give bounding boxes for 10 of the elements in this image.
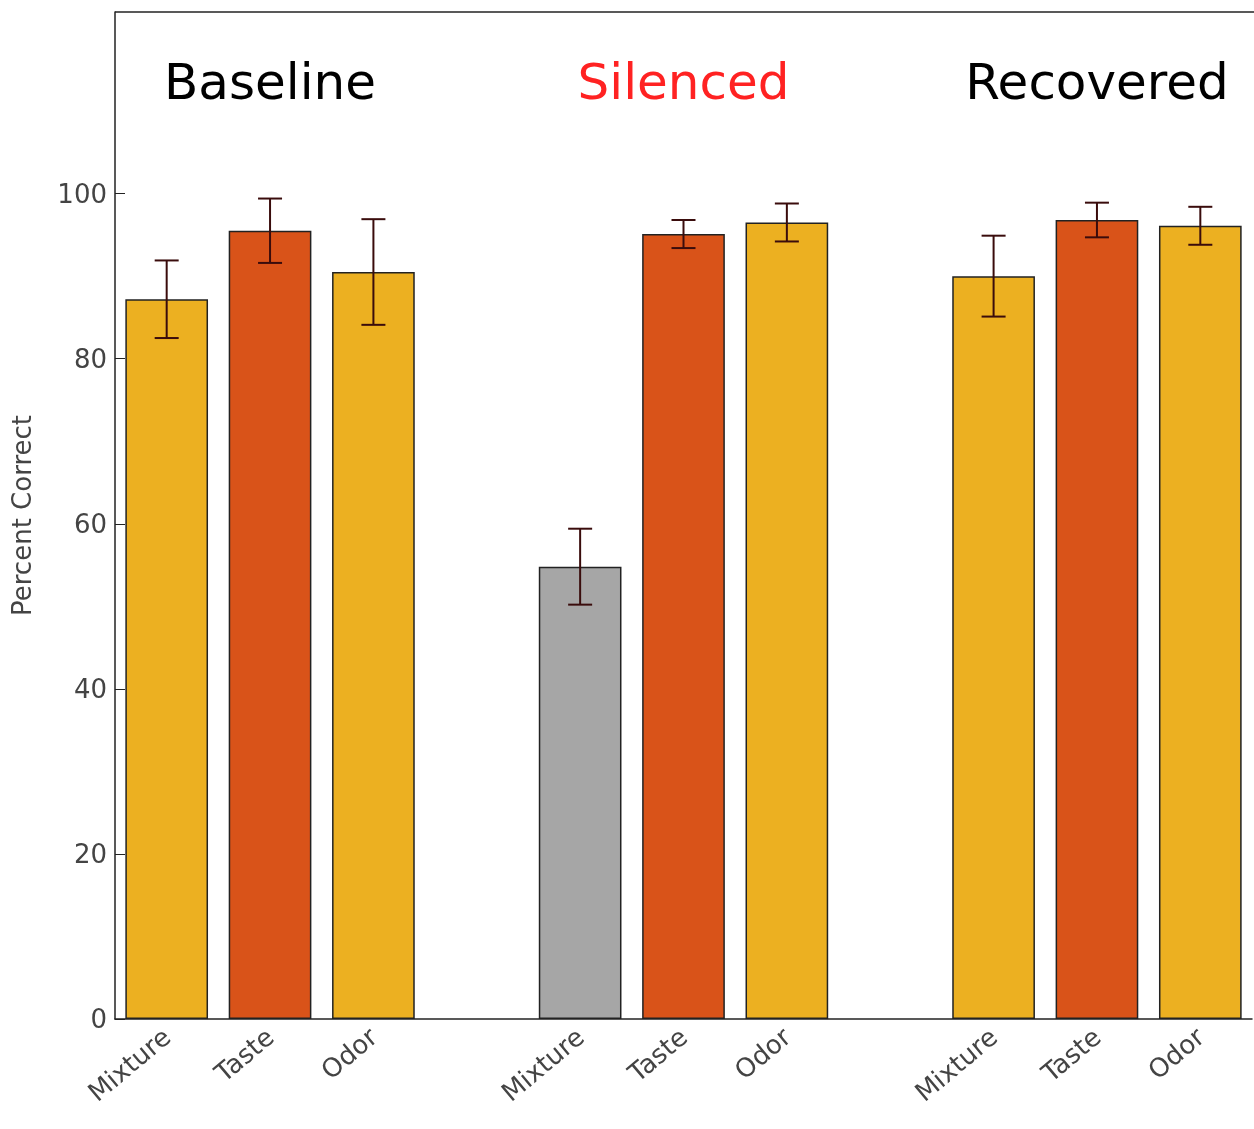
annotation: Recovered [965, 53, 1229, 112]
annotation: Silenced [577, 53, 790, 112]
y-tick-label: 100 [57, 178, 107, 209]
y-tick-label: 80 [73, 343, 107, 374]
y-axis-title: Percent Correct [7, 415, 37, 616]
y-tick-label: 60 [73, 508, 107, 539]
annotation: Baseline [164, 53, 377, 112]
y-tick-label: 40 [73, 673, 107, 704]
y-tick-label: 20 [73, 838, 107, 869]
y-tick-label: 0 [90, 1004, 107, 1034]
